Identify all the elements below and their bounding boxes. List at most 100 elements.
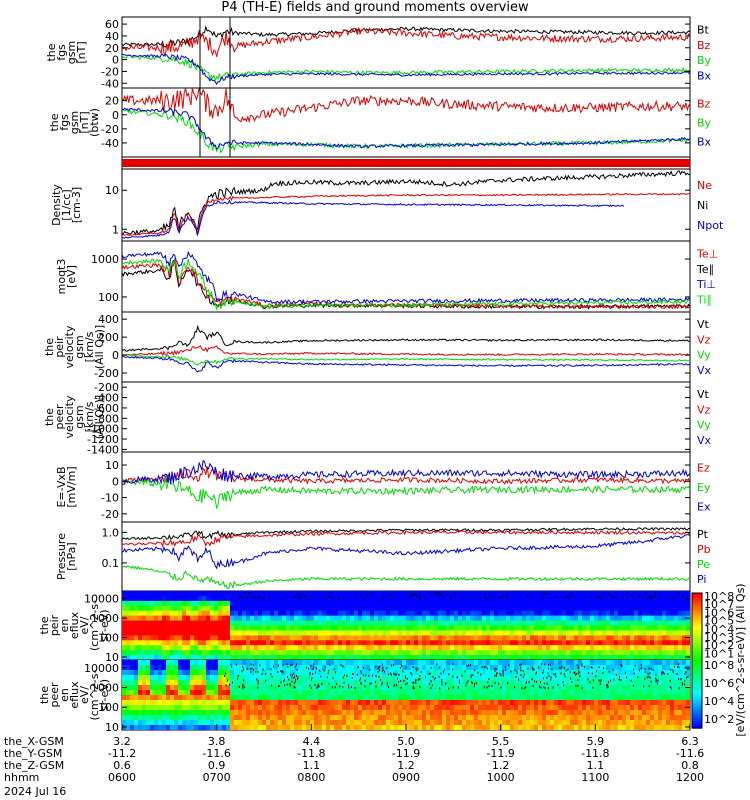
heatmap-cell xyxy=(562,710,567,716)
heatmap-cell xyxy=(382,690,387,696)
heatmap-cell xyxy=(290,725,295,730)
heatmap-cell xyxy=(386,690,391,696)
heatmap-cell xyxy=(226,635,231,641)
noise-speck xyxy=(547,672,549,675)
heatmap-cell xyxy=(266,640,271,646)
y-tick-label: -10 xyxy=(101,492,119,505)
heatmap-cell xyxy=(310,655,315,660)
heatmap-cell xyxy=(362,635,367,641)
heatmap-cell xyxy=(466,635,471,641)
heatmap-cell xyxy=(682,640,687,646)
noise-speck xyxy=(312,673,314,675)
heatmap-cell xyxy=(486,625,491,631)
heatmap-cell xyxy=(630,675,635,681)
heatmap-cell xyxy=(606,605,611,612)
heatmap-cell xyxy=(354,620,359,627)
heatmap-cell xyxy=(350,695,355,701)
heatmap-cell xyxy=(514,660,519,666)
heatmap-cell xyxy=(518,725,523,730)
heatmap-cell xyxy=(230,650,235,656)
heatmap-cell xyxy=(414,700,419,706)
heatmap-cell xyxy=(210,665,215,671)
heatmap-cell xyxy=(458,675,463,681)
heatmap-cell xyxy=(270,665,275,671)
noise-speck xyxy=(578,665,580,668)
colorbar-cell xyxy=(692,712,702,716)
heatmap-cell xyxy=(430,670,435,676)
noise-speck xyxy=(581,687,583,690)
heatmap-cell xyxy=(294,720,299,726)
heatmap-cell xyxy=(166,710,171,716)
heatmap-cell xyxy=(498,600,503,607)
heatmap-cell xyxy=(650,615,655,622)
heatmap-cell xyxy=(286,660,291,666)
heatmap-cell xyxy=(358,625,363,631)
heatmap-cell xyxy=(482,591,487,597)
colorbar-cell xyxy=(692,620,702,623)
heatmap-cell xyxy=(490,695,495,701)
heatmap-cell xyxy=(398,720,403,726)
noise-speck xyxy=(514,686,516,689)
heatmap-cell xyxy=(574,605,579,612)
heatmap-cell xyxy=(590,720,595,726)
heatmap-cell xyxy=(154,625,159,631)
heatmap-cell xyxy=(498,680,503,686)
heatmap-cell xyxy=(394,630,399,636)
heatmap-cell xyxy=(202,620,207,627)
heatmap-cell xyxy=(242,635,247,641)
heatmap-cell xyxy=(366,640,371,646)
heatmap-cell xyxy=(410,675,415,681)
heatmap-cell xyxy=(378,610,383,617)
heatmap-cell xyxy=(238,680,243,686)
heatmap-cell xyxy=(610,725,615,730)
heatmap-cell xyxy=(490,660,495,666)
y-tick-label: -200 xyxy=(94,381,119,394)
heatmap-cell xyxy=(546,645,551,651)
heatmap-cell xyxy=(678,680,683,686)
heatmap-cell xyxy=(570,675,575,681)
y-axis-label: sr-eV) xyxy=(98,609,111,641)
heatmap-cell xyxy=(234,710,239,716)
heatmap-cell xyxy=(158,660,163,666)
heatmap-cell xyxy=(294,620,299,627)
heatmap-cell xyxy=(298,620,303,627)
heatmap-cell xyxy=(398,670,403,676)
heatmap-cell xyxy=(494,605,499,612)
heatmap-cell xyxy=(142,645,147,651)
heatmap-cell xyxy=(494,595,499,602)
heatmap-cell xyxy=(322,605,327,612)
heatmap-cell xyxy=(606,725,611,730)
heatmap-cell xyxy=(330,640,335,646)
heatmap-cell xyxy=(406,685,411,691)
heatmap-cell xyxy=(430,635,435,641)
heatmap-cell xyxy=(306,591,311,597)
heatmap-cell xyxy=(618,625,623,631)
heatmap-cell xyxy=(214,720,219,726)
noise-speck xyxy=(375,685,377,688)
heatmap-cell xyxy=(302,655,307,660)
heatmap-cell xyxy=(638,710,643,716)
heatmap-cell xyxy=(214,600,219,607)
heatmap-cell xyxy=(530,695,535,701)
heatmap-cell xyxy=(278,705,283,711)
heatmap-cell xyxy=(586,635,591,641)
heatmap-cell xyxy=(478,630,483,636)
heatmap-cell xyxy=(394,650,399,656)
series-line-Bx xyxy=(121,53,691,86)
heatmap-cell xyxy=(186,670,191,676)
heatmap-cell xyxy=(178,620,183,627)
heatmap-cell xyxy=(598,665,603,671)
heatmap-cell xyxy=(122,645,127,651)
heatmap-cell xyxy=(282,715,287,721)
heatmap-cell xyxy=(634,640,639,646)
noise-speck xyxy=(344,674,345,677)
heatmap-cell xyxy=(290,665,295,671)
y-axis-label: the xyxy=(45,43,58,61)
heatmap-cell xyxy=(530,615,535,622)
footer-row-label: the_Y-GSM xyxy=(4,747,62,760)
noise-speck xyxy=(317,685,319,688)
heatmap-cell xyxy=(402,690,407,696)
heatmap-cell xyxy=(398,605,403,612)
y-axis-label: en xyxy=(58,619,71,633)
heatmap-cell xyxy=(274,720,279,726)
